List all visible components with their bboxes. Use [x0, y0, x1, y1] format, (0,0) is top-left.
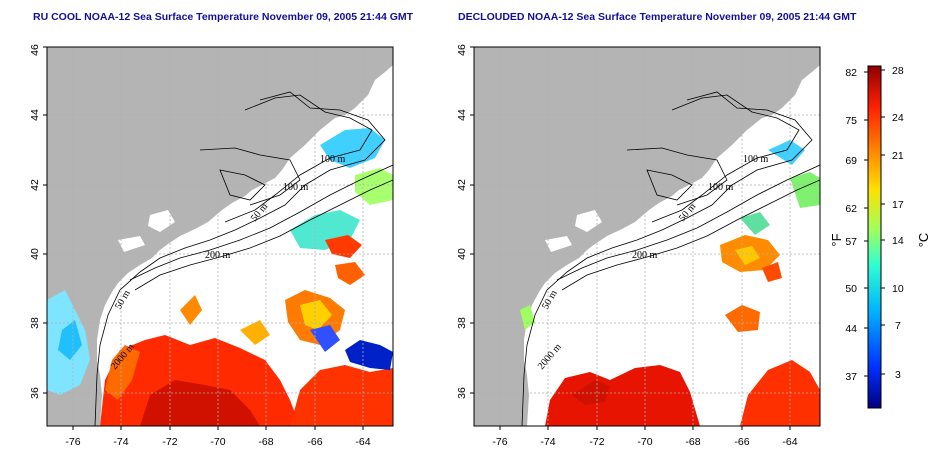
colorbar-c-label: 10 [892, 283, 904, 295]
left-map-frame [46, 46, 394, 427]
land-mass [474, 47, 820, 426]
colorbar-c-label: 14 [892, 235, 904, 247]
lat-tick-label: 46 [456, 44, 468, 56]
colorbar-c-label: 21 [892, 150, 904, 162]
right-lon-labels: -76 -74 -72 -70 -68 -66 -64 [492, 436, 797, 448]
colorbar-f-label: 82 [845, 67, 857, 79]
right-map-panel: 100 m 100 m 50 m 200 m 50 m 2000 m -76 -… [456, 44, 821, 448]
lat-tick-label: 44 [29, 109, 41, 121]
lat-tick-label: 42 [456, 179, 468, 191]
lat-tick-label: 36 [456, 387, 468, 399]
colorbar-f-label: 37 [845, 371, 857, 383]
lon-tick-label: -72 [589, 436, 604, 448]
lon-tick-label: -68 [258, 436, 273, 448]
left-lon-labels: -76 -74 -72 -70 -68 -66 -64 [65, 436, 370, 448]
svg-text:200 m: 200 m [205, 250, 231, 261]
colorbar-c-label: 7 [895, 320, 901, 332]
lon-tick-label: -68 [685, 436, 700, 448]
colorbar-c-label: 28 [892, 65, 904, 77]
lat-tick-label: 46 [29, 44, 41, 56]
colorbar-gradient [867, 65, 882, 409]
colorbar-f-label: 75 [845, 115, 857, 127]
colorbar-f-label: 57 [845, 236, 857, 248]
svg-text:100 m: 100 m [283, 182, 309, 193]
colorbar-f-label: 62 [845, 203, 857, 215]
land-mass [47, 47, 393, 426]
colorbar-c-label: 17 [892, 199, 904, 211]
left-lat-labels: 36 38 40 42 44 46 [29, 44, 41, 399]
lat-tick-label: 42 [29, 179, 41, 191]
lon-tick-label: -66 [307, 436, 322, 448]
right-map-title: DECLOUDED NOAA-12 Sea Surface Temperatur… [458, 11, 857, 23]
colorbar-f-label: 69 [845, 155, 857, 167]
colorbar: 82 75 69 62 57 50 44 37 28 24 21 17 14 1… [829, 65, 931, 409]
celsius-labels: 28 24 21 17 14 10 7 3 [892, 65, 904, 381]
lon-tick-label: -72 [162, 436, 177, 448]
left-map-panel: 100 m 100 m 50 m 200 m 50 m 2000 m -76 -… [29, 44, 394, 448]
fahrenheit-unit-label: °F [829, 233, 844, 246]
colorbar-c-label: 24 [892, 112, 904, 124]
lon-tick-label: -76 [65, 436, 80, 448]
lon-tick-label: -74 [113, 436, 128, 448]
lon-tick-label: -76 [492, 436, 507, 448]
lat-tick-label: 36 [29, 387, 41, 399]
lat-tick-label: 40 [29, 248, 41, 260]
lat-tick-label: 40 [456, 248, 468, 260]
bathymetry-contours-right [521, 91, 820, 426]
colorbar-f-label: 50 [845, 283, 857, 295]
svg-text:100 m: 100 m [320, 154, 346, 165]
bathymetry-contours-left [94, 91, 393, 426]
lat-tick-label: 44 [456, 109, 468, 121]
lon-tick-label: -66 [734, 436, 749, 448]
lon-tick-label: -70 [637, 436, 652, 448]
svg-text:100 m: 100 m [743, 154, 769, 165]
colorbar-c-label: 3 [895, 369, 901, 381]
lon-tick-label: -70 [210, 436, 225, 448]
right-tick-marks [470, 46, 791, 430]
sst-data-left [47, 128, 393, 426]
sst-data-right [520, 140, 820, 426]
lon-tick-label: -64 [355, 436, 370, 448]
svg-text:200 m: 200 m [632, 250, 658, 261]
lon-tick-label: -74 [540, 436, 555, 448]
right-lat-labels: 36 38 40 42 44 46 [456, 44, 468, 399]
left-map-title: RU COOL NOAA-12 Sea Surface Temperature … [33, 11, 414, 23]
fahrenheit-labels: 82 75 69 62 57 50 44 37 [845, 67, 857, 383]
lon-tick-label: -64 [782, 436, 797, 448]
colorbar-f-label: 44 [845, 323, 857, 335]
lat-tick-label: 38 [456, 317, 468, 329]
lat-tick-label: 38 [29, 317, 41, 329]
svg-text:100 m: 100 m [708, 182, 734, 193]
left-tick-marks [43, 46, 364, 430]
right-map-frame [473, 46, 821, 427]
celsius-unit-label: °C [916, 233, 931, 248]
